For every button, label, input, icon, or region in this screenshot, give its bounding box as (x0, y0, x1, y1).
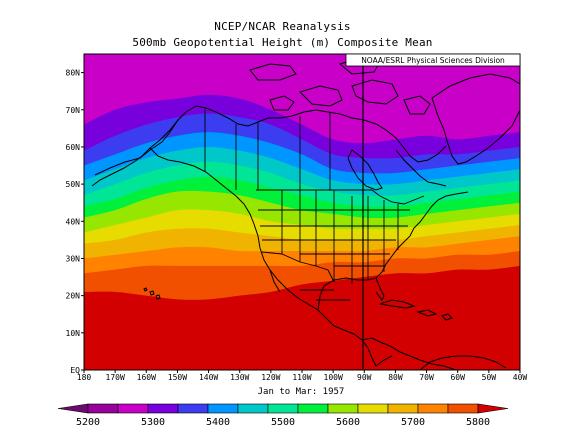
colorbar-swatch (267, 403, 299, 414)
colorbar-swatch (147, 403, 179, 414)
colorbar-right-triangle-icon (477, 403, 509, 414)
y-tick-label: 30N (66, 254, 81, 263)
colorbar-label: 5600 (336, 417, 360, 428)
colorbar-swatch (297, 403, 329, 414)
colorbar-left-triangle-icon (57, 403, 89, 414)
x-tick-label: 150W (168, 373, 187, 382)
x-tick-label: 170W (106, 373, 125, 382)
x-tick-label: 120W (261, 373, 280, 382)
x-tick-label: 180 (77, 373, 92, 382)
x-tick-label: 140W (199, 373, 218, 382)
colorbar-label: 5500 (271, 417, 295, 428)
colorbar-label: 5400 (206, 417, 230, 428)
colorbar-swatch (237, 403, 269, 414)
colorbar-swatch (417, 403, 449, 414)
y-tick-label: 80N (66, 69, 81, 78)
colorbar-swatch (357, 403, 389, 414)
x-tick-label: 60W (450, 373, 465, 382)
map-title: NCEP/NCAR Reanalysis (214, 20, 351, 33)
colorbar-label: 5300 (141, 417, 165, 428)
y-tick-label: 10N (66, 329, 81, 338)
colorbar: 5200 5300 5400 5500 5600 5700 5800 (57, 403, 509, 428)
x-tick-label: 50W (482, 373, 497, 382)
height-field (84, 54, 520, 370)
political-borders (204, 108, 425, 301)
colorbar-label: 5800 (466, 417, 490, 428)
x-tick-label: 70W (419, 373, 434, 382)
x-tick-label: 40W (513, 373, 528, 382)
map-subtitle: 500mb Geopotential Height (m) Composite … (132, 36, 433, 49)
colorbar-swatch (387, 403, 419, 414)
colorbar-swatch (87, 403, 119, 414)
credit-box-bg (345, 53, 521, 67)
height-band-5200 (84, 54, 520, 144)
credit-text: NOAA/ESRL Physical Sciences Division (361, 56, 505, 65)
colorbar-swatch (207, 403, 239, 414)
x-tick-label: 160W (137, 373, 156, 382)
period-label: Jan to Mar: 1957 (258, 387, 345, 397)
colorbar-swatch (117, 403, 149, 414)
y-tick-label: 60N (66, 143, 81, 152)
x-tick-label: 80W (388, 373, 403, 382)
colorbar-swatch (327, 403, 359, 414)
colorbar-swatch (447, 403, 479, 414)
x-tick-label: 130W (230, 373, 249, 382)
x-axis: 180 170W 160W 150W 140W 130W 120W 110W 100W 90W 80… (77, 370, 528, 382)
colorbar-swatch (177, 403, 209, 414)
y-tick-label: 70N (66, 106, 81, 115)
y-tick-label: 40N (66, 217, 81, 226)
colorbar-label: 5200 (76, 417, 100, 428)
x-tick-label: 100W (324, 373, 343, 382)
x-tick-label: 90W (357, 373, 372, 382)
credit-box: NOAA/ESRL Physical Sciences Division (345, 53, 521, 67)
y-tick-label: EQ (70, 366, 80, 375)
y-tick-label: 20N (66, 292, 81, 301)
y-tick-label: 50N (66, 180, 81, 189)
x-tick-label: 110W (292, 373, 311, 382)
y-axis: EQ 10N 20N 30N 40N 50N 60N 70N 80N (66, 69, 84, 375)
colorbar-label: 5700 (401, 417, 425, 428)
